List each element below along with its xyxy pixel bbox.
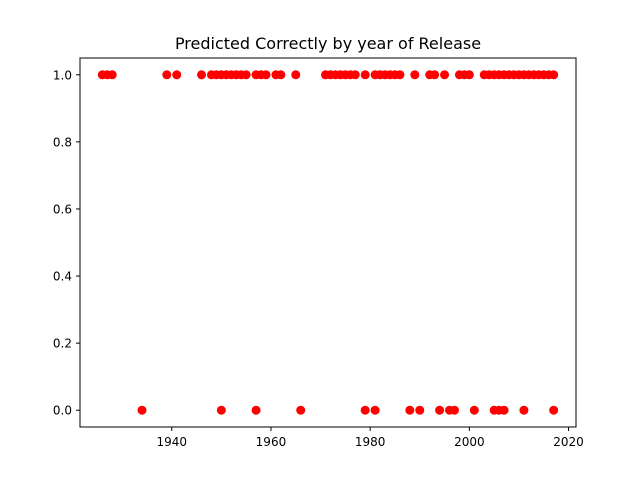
x-tick-label: 1940 (156, 435, 187, 449)
data-point (499, 405, 509, 415)
data-point (216, 405, 226, 415)
data-point (162, 70, 172, 80)
data-point (395, 70, 405, 80)
data-point (430, 70, 440, 80)
data-point (449, 405, 459, 415)
data-points (97, 70, 559, 415)
data-point (519, 405, 529, 415)
y-axis: 0.0 0.2 0.4 0.6 0.8 1.0 (53, 68, 80, 418)
y-tick-label: 0.8 (53, 135, 72, 149)
x-tick-label: 1960 (256, 435, 287, 449)
y-tick-label: 0.2 (53, 337, 72, 351)
data-point (261, 70, 271, 80)
data-point (360, 70, 370, 80)
plot-frame (79, 57, 577, 428)
chart-title: Predicted Correctly by year of Release (175, 34, 481, 53)
y-tick-label: 1.0 (53, 68, 72, 82)
data-point (405, 405, 415, 415)
data-point (360, 405, 370, 415)
x-axis: 1940 1960 1980 2000 2020 (156, 427, 584, 449)
data-point (435, 405, 445, 415)
data-point (440, 70, 450, 80)
data-point (291, 70, 301, 80)
data-point (549, 70, 559, 80)
data-point (296, 405, 306, 415)
y-tick-label: 0.6 (53, 202, 72, 216)
data-point (251, 405, 261, 415)
data-point (137, 405, 147, 415)
data-point (197, 70, 207, 80)
data-point (464, 70, 474, 80)
data-point (172, 70, 182, 80)
data-point (107, 70, 117, 80)
data-point (410, 70, 420, 80)
data-point (276, 70, 286, 80)
data-point (370, 405, 380, 415)
data-point (549, 405, 559, 415)
x-tick-label: 1980 (355, 435, 386, 449)
y-tick-label: 0.4 (53, 270, 72, 284)
data-point (241, 70, 251, 80)
x-tick-label: 2020 (553, 435, 584, 449)
x-tick-label: 2000 (454, 435, 485, 449)
y-tick-label: 0.0 (53, 404, 72, 418)
data-point (415, 405, 425, 415)
data-point (350, 70, 360, 80)
data-point (469, 405, 479, 415)
